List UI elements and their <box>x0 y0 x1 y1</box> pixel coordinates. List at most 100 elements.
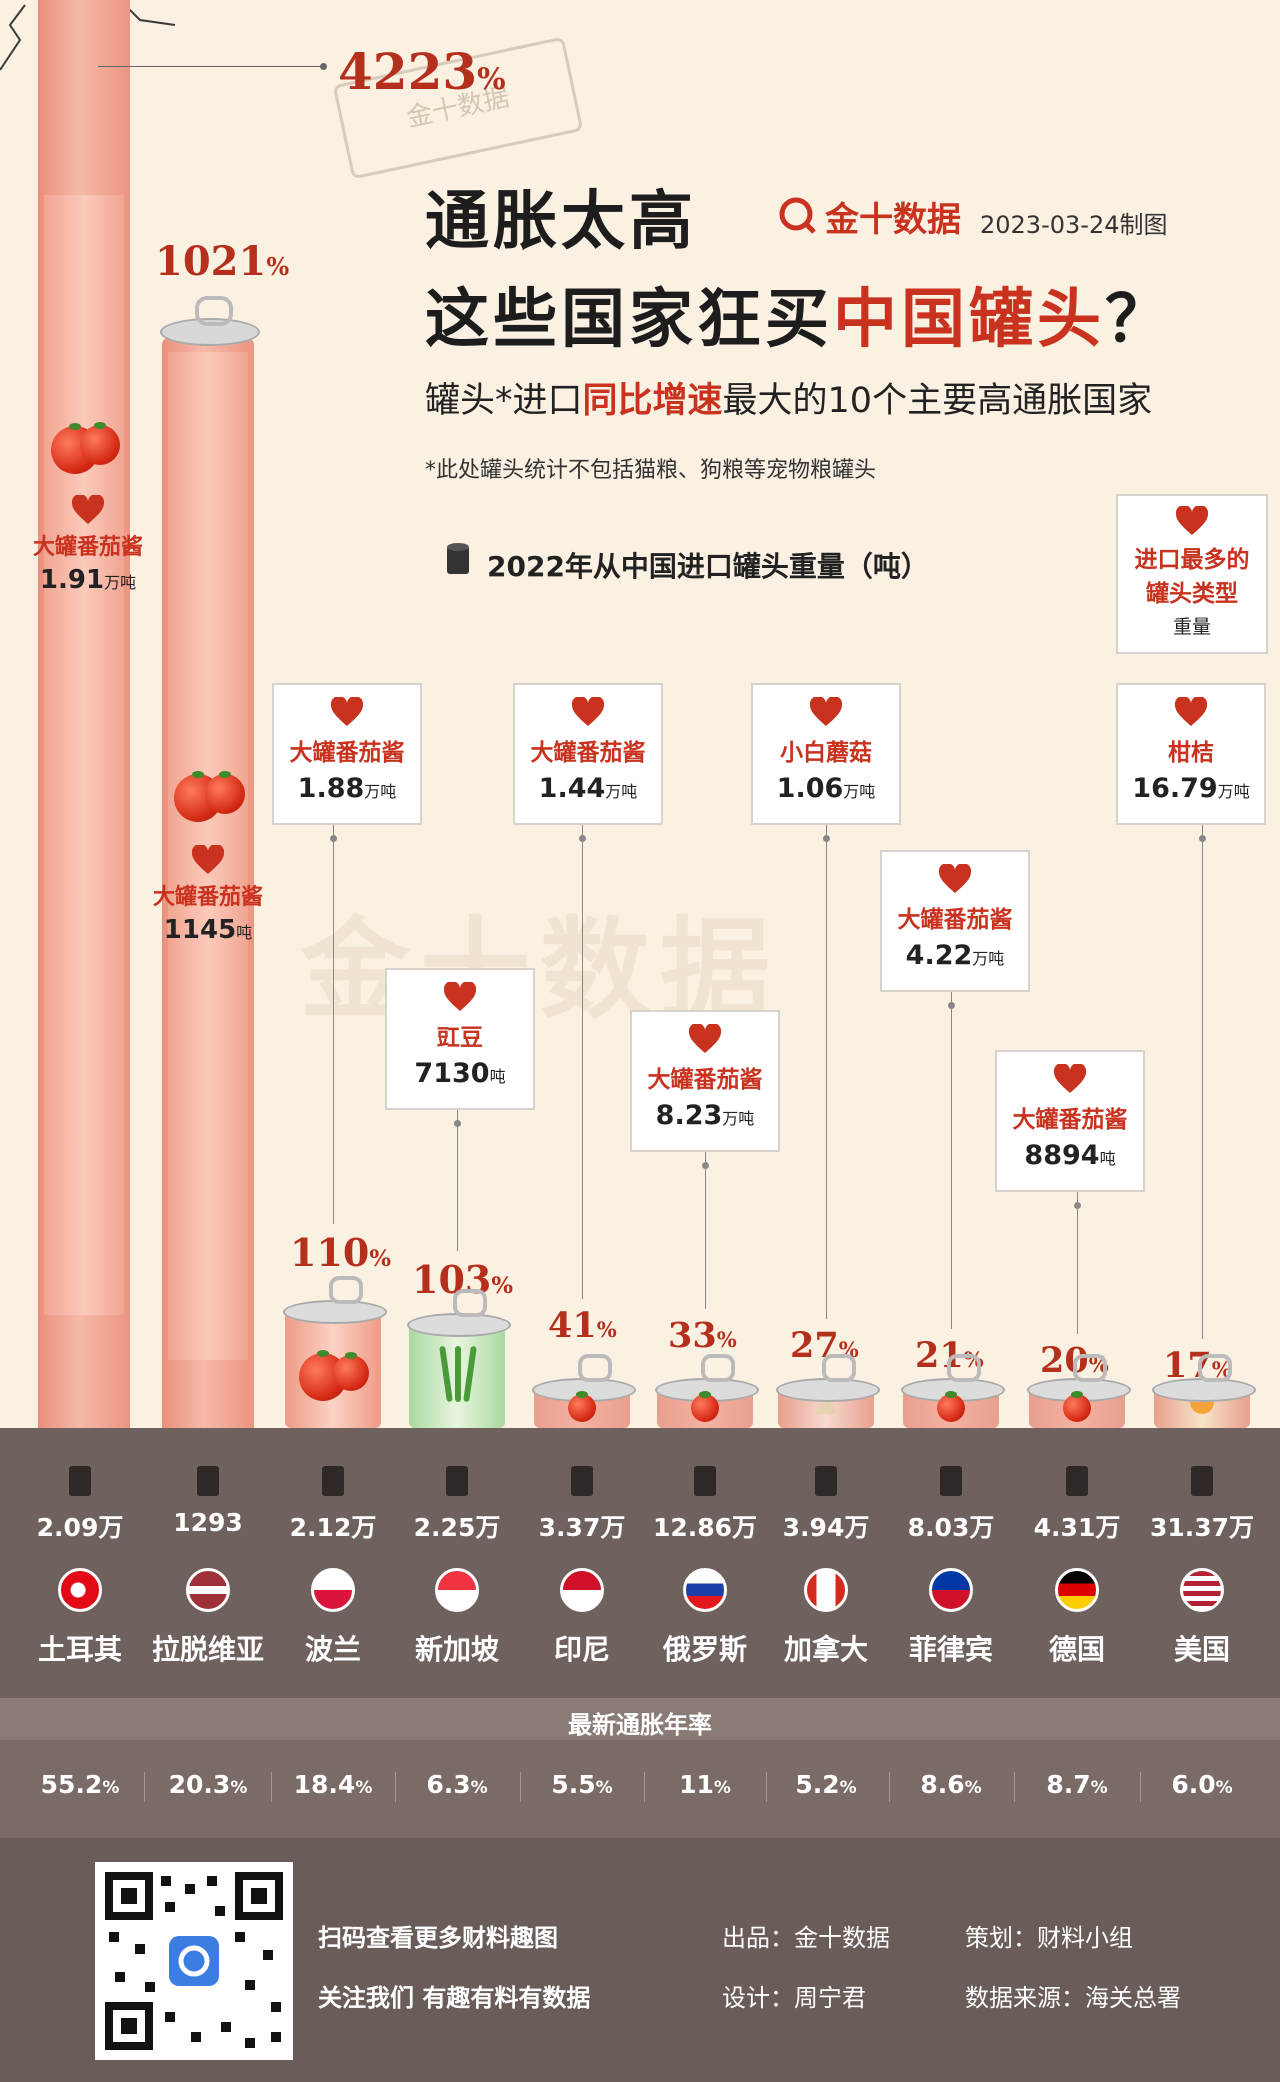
type-name: 大罐番茄酱 <box>897 907 1013 933</box>
footer-producer: 出品：金十数据 <box>722 1924 890 1952</box>
type-amount: 1.06万吨 <box>753 773 899 804</box>
flag-icon <box>311 1568 355 1612</box>
tomato-icon <box>568 1391 596 1422</box>
type-name: 小白蘑菇 <box>780 740 872 766</box>
tomato-leaf <box>219 771 231 778</box>
can-rim <box>1152 1378 1256 1402</box>
inflation-rate: 55.2% <box>25 1770 135 1799</box>
heart-icon <box>1175 506 1209 535</box>
type-amount: 4.22万吨 <box>882 940 1028 971</box>
type-amount: 16.79万吨 <box>1118 773 1264 804</box>
heart-icon <box>997 1064 1143 1094</box>
type-amount: 8894吨 <box>997 1140 1143 1171</box>
type-amount-unit: 万吨 <box>104 573 137 592</box>
inflation-value: 20.3 <box>168 1770 231 1799</box>
inflation-title: 最新通胀年率 <box>568 1711 712 1739</box>
type-amount: 1.88万吨 <box>274 773 420 804</box>
can-icon <box>694 1466 716 1496</box>
country-name: 拉脱维亚 <box>151 1633 264 1666</box>
type-amount-value: 1.88 <box>297 773 365 804</box>
type-name: 柑桔 <box>1168 740 1214 766</box>
country-name: 新加坡 <box>414 1633 499 1666</box>
qr-code[interactable] <box>95 1862 293 2060</box>
inflation-unit: % <box>839 1778 857 1798</box>
connector-line <box>1202 825 1203 1339</box>
type-card: 大罐番茄酱 8894吨 <box>995 1050 1145 1192</box>
connector-line <box>826 825 827 1319</box>
flag-icon <box>58 1568 102 1612</box>
legend-card: 进口最多的 罐头类型 重量 <box>1116 494 1268 654</box>
tomato-leaf <box>945 1391 957 1398</box>
legend-line-3: 重量 <box>1172 616 1211 638</box>
growth-value: 33 <box>668 1315 717 1356</box>
qr-code-icon <box>105 1872 283 2050</box>
orange-icon <box>1190 1402 1214 1414</box>
tomato-leaf <box>699 1391 711 1398</box>
country-name: 菲律宾 <box>908 1633 993 1666</box>
leader-dot <box>320 63 327 70</box>
type-amount-value: 8894 <box>1024 1140 1100 1171</box>
footer-line-1: 扫码查看更多财料趣图 <box>318 1924 558 1952</box>
growth-label: 110% <box>290 1230 391 1275</box>
legend-line-1: 进口最多的 <box>1134 547 1250 573</box>
type-card: 柑桔 16.79万吨 <box>1116 683 1266 825</box>
flag-icon <box>560 1568 604 1612</box>
country-name: 美国 <box>1173 1633 1230 1666</box>
inflation-value: 5.5 <box>551 1770 596 1799</box>
country-name: 加拿大 <box>783 1633 868 1666</box>
type-amount-value: 16.79 <box>1132 773 1218 804</box>
type-amount-unit: 万吨 <box>364 782 397 801</box>
tomato-icon <box>1063 1391 1091 1422</box>
pull-tab-icon <box>453 1289 487 1317</box>
tomato-leaf <box>192 771 204 778</box>
import-weight: 2.12万 <box>289 1513 377 1542</box>
type-amount-unit: 吨 <box>489 1067 506 1086</box>
connector-dot <box>1074 1202 1081 1209</box>
growth-unit: % <box>266 252 290 281</box>
row-divider <box>395 1772 396 1802</box>
can-icon <box>197 1466 219 1496</box>
tomato-leaf <box>317 1350 329 1357</box>
can-icon <box>571 1466 593 1496</box>
type-amount: 1145吨 <box>118 915 298 945</box>
connector-dot <box>330 835 337 842</box>
type-card: 大罐番茄酱 8.23万吨 <box>630 1010 780 1152</box>
import-weight: 12.86万 <box>652 1513 758 1542</box>
pull-tab-icon <box>1073 1354 1107 1382</box>
country-name: 德国 <box>1048 1633 1105 1666</box>
import-weight: 1293 <box>173 1508 243 1537</box>
inflation-unit: % <box>1215 1778 1233 1798</box>
tomato-leaf <box>576 1391 588 1398</box>
type-label: 大罐番茄酱 1.91万吨 <box>0 495 178 595</box>
inflation-value: 6.0 <box>1171 1770 1216 1799</box>
heart-icon <box>0 495 178 525</box>
type-amount-unit: 吨 <box>1099 1149 1116 1168</box>
type-amount: 8.23万吨 <box>632 1100 778 1131</box>
flag-icon <box>435 1568 479 1612</box>
inflation-value: 8.7 <box>1046 1770 1091 1799</box>
type-name: 大罐番茄酱 <box>530 740 646 766</box>
type-name: 大罐番茄酱 <box>289 740 405 766</box>
heart-icon <box>118 845 298 875</box>
pull-tab-icon <box>947 1354 981 1382</box>
leader-line <box>98 66 323 67</box>
type-amount-value: 4.22 <box>905 940 973 971</box>
inflation-unit: % <box>355 1778 373 1798</box>
import-weight: 3.94万 <box>782 1513 870 1542</box>
can-icon <box>1066 1466 1088 1496</box>
legend-line-2: 罐头类型 <box>1146 581 1238 607</box>
inflation-unit: % <box>230 1778 248 1798</box>
import-weight: 2.25万 <box>413 1513 501 1542</box>
growth-value: 1021 <box>155 238 267 285</box>
inflation-value: 55.2 <box>40 1770 103 1799</box>
tomato-leaf <box>345 1352 357 1359</box>
pull-tab-icon <box>701 1354 735 1382</box>
inflation-value: 8.6 <box>920 1770 965 1799</box>
growth-value: 41 <box>548 1305 597 1346</box>
connector-line <box>705 1152 706 1309</box>
type-name: 大罐番茄酱 <box>32 535 143 560</box>
inflation-unit: % <box>595 1778 613 1798</box>
footer-planner: 策划：财料小组 <box>965 1924 1133 1952</box>
inflation-unit: % <box>713 1778 731 1798</box>
